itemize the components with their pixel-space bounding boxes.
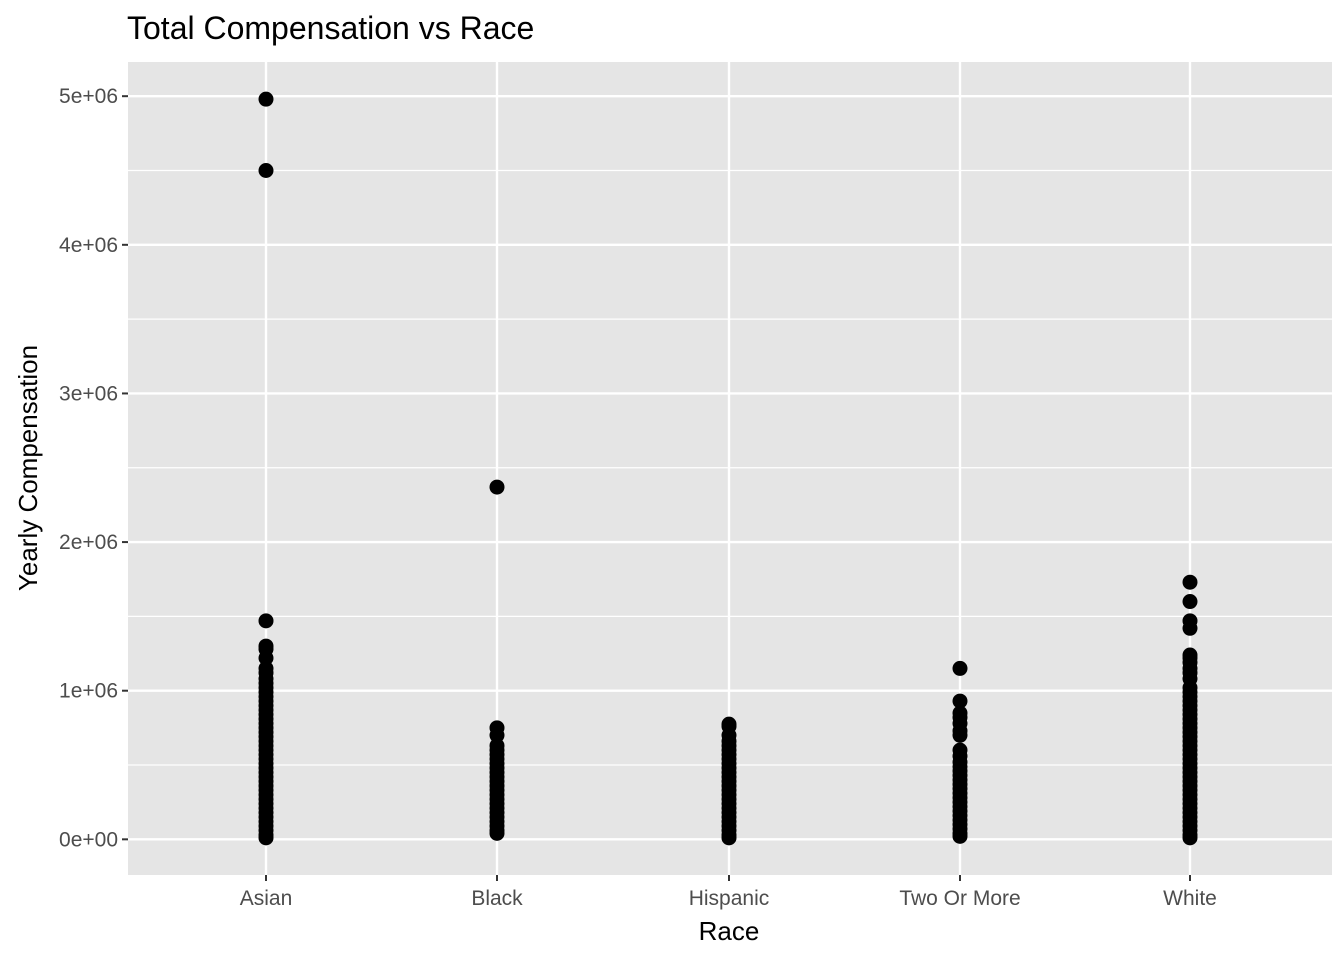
data-point bbox=[258, 830, 274, 846]
data-point bbox=[1182, 574, 1198, 590]
data-point bbox=[721, 830, 737, 846]
data-points bbox=[258, 91, 1198, 846]
y-axis: 0e+00 1e+06 2e+06 3e+06 4e+06 5e+06 bbox=[59, 85, 128, 851]
data-point bbox=[952, 727, 968, 743]
data-point bbox=[1182, 830, 1198, 846]
y-axis-title: Yearly Compensation bbox=[13, 345, 43, 591]
data-point bbox=[489, 727, 505, 743]
y-tick-label: 3e+06 bbox=[59, 382, 118, 405]
y-tick-label: 0e+00 bbox=[59, 828, 118, 851]
data-point bbox=[258, 650, 274, 666]
x-axis: Asian Black Hispanic Two Or More White bbox=[240, 875, 1217, 910]
y-tick-label: 4e+06 bbox=[59, 234, 118, 257]
x-tick-label: White bbox=[1163, 887, 1217, 910]
data-point bbox=[258, 613, 274, 629]
x-tick-label: Black bbox=[471, 887, 523, 910]
data-point bbox=[258, 91, 274, 107]
data-point bbox=[489, 479, 505, 495]
major-gridlines bbox=[128, 62, 1332, 875]
chart-title: Total Compensation vs Race bbox=[127, 10, 534, 46]
data-point bbox=[489, 825, 505, 841]
y-tick-label: 5e+06 bbox=[59, 85, 118, 108]
data-point bbox=[1182, 620, 1198, 636]
x-axis-title: Race bbox=[699, 916, 760, 946]
data-point bbox=[258, 162, 274, 178]
y-tick-label: 1e+06 bbox=[59, 680, 118, 703]
x-tick-label: Hispanic bbox=[689, 887, 770, 910]
x-tick-label: Asian bbox=[240, 887, 293, 910]
data-point bbox=[1182, 594, 1198, 610]
y-tick-label: 2e+06 bbox=[59, 531, 118, 554]
data-point bbox=[952, 660, 968, 676]
x-tick-label: Two Or More bbox=[899, 887, 1020, 910]
data-point bbox=[952, 693, 968, 709]
data-point bbox=[952, 828, 968, 844]
